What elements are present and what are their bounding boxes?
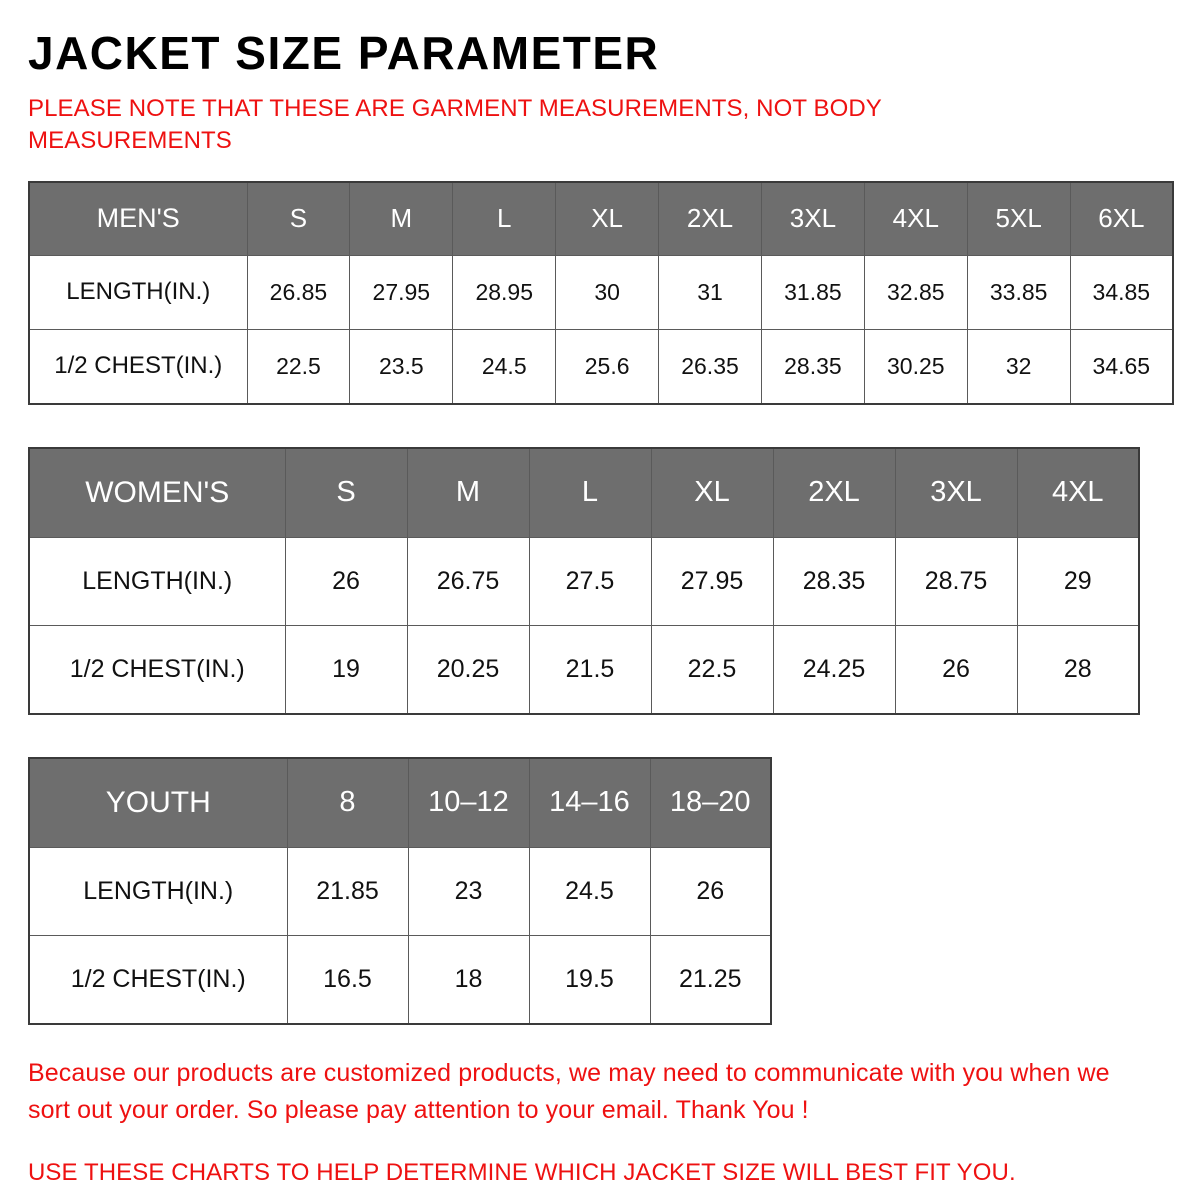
measurement-row-label: 1/2 CHEST(IN.): [28, 934, 288, 1025]
size-column-header: L: [528, 447, 652, 538]
measurement-value: 28.95: [452, 254, 557, 330]
table-row: LENGTH(IN.) 26.85 27.95 28.95 30 31 31.85 32.85…: [28, 254, 1174, 330]
measurement-value: 28: [1016, 624, 1140, 715]
measurement-value: 28.75: [894, 536, 1018, 626]
measurement-value: 27.95: [349, 254, 454, 330]
measurement-value: 21.85: [286, 846, 409, 936]
measurement-value: 26.35: [658, 328, 762, 405]
measurement-row-label: LENGTH(IN.): [28, 254, 248, 330]
measurement-row-label: 1/2 CHEST(IN.): [28, 328, 248, 405]
youth-table-body: LENGTH(IN.) 21.85 23 24.5 26 1/2 CHEST(IN.) 16…: [28, 846, 772, 1025]
page-title: JACKET SIZE PARAMETER: [28, 27, 660, 79]
measurement-row-label: LENGTH(IN.): [28, 846, 288, 936]
measurement-value: 26.85: [246, 254, 351, 330]
measurement-value: 27.95: [650, 536, 774, 626]
size-column-header: 2XL: [658, 181, 762, 256]
measurement-value: 24.5: [452, 328, 557, 405]
measurement-value: 31: [658, 254, 762, 330]
measurement-value: 18: [407, 934, 530, 1025]
measurement-value: 26.75: [406, 536, 530, 626]
measurement-row-label: LENGTH(IN.): [28, 536, 286, 626]
measurement-value: 31.85: [760, 254, 865, 330]
measurement-value: 24.5: [528, 846, 651, 936]
measurement-value: 23: [407, 846, 530, 936]
measurement-value: 26: [649, 846, 772, 936]
garment-measurement-notice: PLEASE NOTE THAT THESE ARE GARMENT MEASU…: [28, 95, 882, 155]
size-column-header: XL: [650, 447, 774, 538]
measurement-value: 30: [555, 254, 660, 330]
measurement-value: 19.5: [528, 934, 651, 1025]
measurement-value: 32.85: [863, 254, 968, 330]
measurement-row-label: 1/2 CHEST(IN.): [28, 624, 286, 715]
customization-note: Because our products are customized prod…: [28, 1058, 1110, 1125]
measurement-value: 26: [284, 536, 408, 626]
measurement-value: 22.5: [246, 328, 351, 405]
size-column-header: 14–16: [528, 757, 651, 848]
table-header-row: MEN'S S M L XL 2XL 3XL 4XL 5XL 6XL: [28, 181, 1174, 256]
size-column-header: 6XL: [1069, 181, 1174, 256]
measurement-value: 24.25: [772, 624, 896, 715]
womens-table-head: WOMEN'S S M L XL 2XL 3XL 4XL: [28, 447, 1140, 538]
size-column-header: 5XL: [966, 181, 1071, 256]
youth-category-label: YOUTH: [28, 757, 288, 848]
size-column-header: 18–20: [649, 757, 772, 848]
chart-usage-note: USE THESE CHARTS TO HELP DETERMINE WHICH…: [28, 1158, 1016, 1186]
youth-table-head: YOUTH 8 10–12 14–16 18–20: [28, 757, 772, 848]
mens-size-table: MEN'S S M L XL 2XL 3XL 4XL 5XL 6XL LENGTH(IN.) 26.…: [28, 180, 1175, 405]
measurement-value: 21.5: [528, 624, 652, 715]
measurement-value: 28.35: [772, 536, 896, 626]
table-header-row: YOUTH 8 10–12 14–16 18–20: [28, 757, 772, 848]
womens-size-table: WOMEN'S S M L XL 2XL 3XL 4XL LENGTH(IN.) 26 26.75…: [28, 446, 1140, 715]
measurement-value: 23.5: [349, 328, 454, 405]
size-column-header: L: [452, 181, 557, 256]
measurement-value: 19: [284, 624, 408, 715]
measurement-value: 26: [894, 624, 1018, 715]
measurement-value: 34.85: [1069, 254, 1174, 330]
table-row: 1/2 CHEST(IN.) 19 20.25 21.5 22.5 24.25 26 28: [28, 624, 1140, 715]
size-column-header: 4XL: [1016, 447, 1140, 538]
size-column-header: 8: [286, 757, 409, 848]
measurement-value: 28.35: [760, 328, 865, 405]
table-row: LENGTH(IN.) 21.85 23 24.5 26: [28, 846, 772, 936]
measurement-value: 32: [966, 328, 1071, 405]
table-row: 1/2 CHEST(IN.) 22.5 23.5 24.5 25.6 26.35 28.35…: [28, 328, 1174, 405]
size-column-header: 4XL: [863, 181, 968, 256]
womens-category-label: WOMEN'S: [28, 447, 286, 538]
table-header-row: WOMEN'S S M L XL 2XL 3XL 4XL: [28, 447, 1140, 538]
size-column-header: 2XL: [772, 447, 896, 538]
size-column-header: 3XL: [760, 181, 865, 256]
measurement-value: 29: [1016, 536, 1140, 626]
size-column-header: XL: [555, 181, 660, 256]
measurement-value: 30.25: [863, 328, 968, 405]
womens-table-body: LENGTH(IN.) 26 26.75 27.5 27.95 28.35 28.75 29 1…: [28, 536, 1140, 715]
measurement-value: 34.65: [1069, 328, 1174, 405]
mens-table-body: LENGTH(IN.) 26.85 27.95 28.95 30 31 31.85 32.85…: [28, 254, 1174, 405]
measurement-value: 27.5: [528, 536, 652, 626]
measurement-value: 22.5: [650, 624, 774, 715]
table-row: LENGTH(IN.) 26 26.75 27.5 27.95 28.35 28.75 29: [28, 536, 1140, 626]
youth-size-table: YOUTH 8 10–12 14–16 18–20 LENGTH(IN.) 21.85 23…: [28, 756, 772, 1025]
measurement-value: 21.25: [649, 934, 772, 1025]
measurement-value: 33.85: [966, 254, 1071, 330]
mens-category-label: MEN'S: [28, 181, 248, 256]
measurement-value: 16.5: [286, 934, 409, 1025]
size-column-header: 10–12: [407, 757, 530, 848]
size-column-header: S: [246, 181, 351, 256]
size-column-header: M: [349, 181, 454, 256]
mens-table-head: MEN'S S M L XL 2XL 3XL 4XL 5XL 6XL: [28, 181, 1174, 256]
size-column-header: M: [406, 447, 530, 538]
measurement-value: 20.25: [406, 624, 530, 715]
table-row: 1/2 CHEST(IN.) 16.5 18 19.5 21.25: [28, 934, 772, 1025]
measurement-value: 25.6: [555, 328, 660, 405]
size-column-header: S: [284, 447, 408, 538]
size-column-header: 3XL: [894, 447, 1018, 538]
